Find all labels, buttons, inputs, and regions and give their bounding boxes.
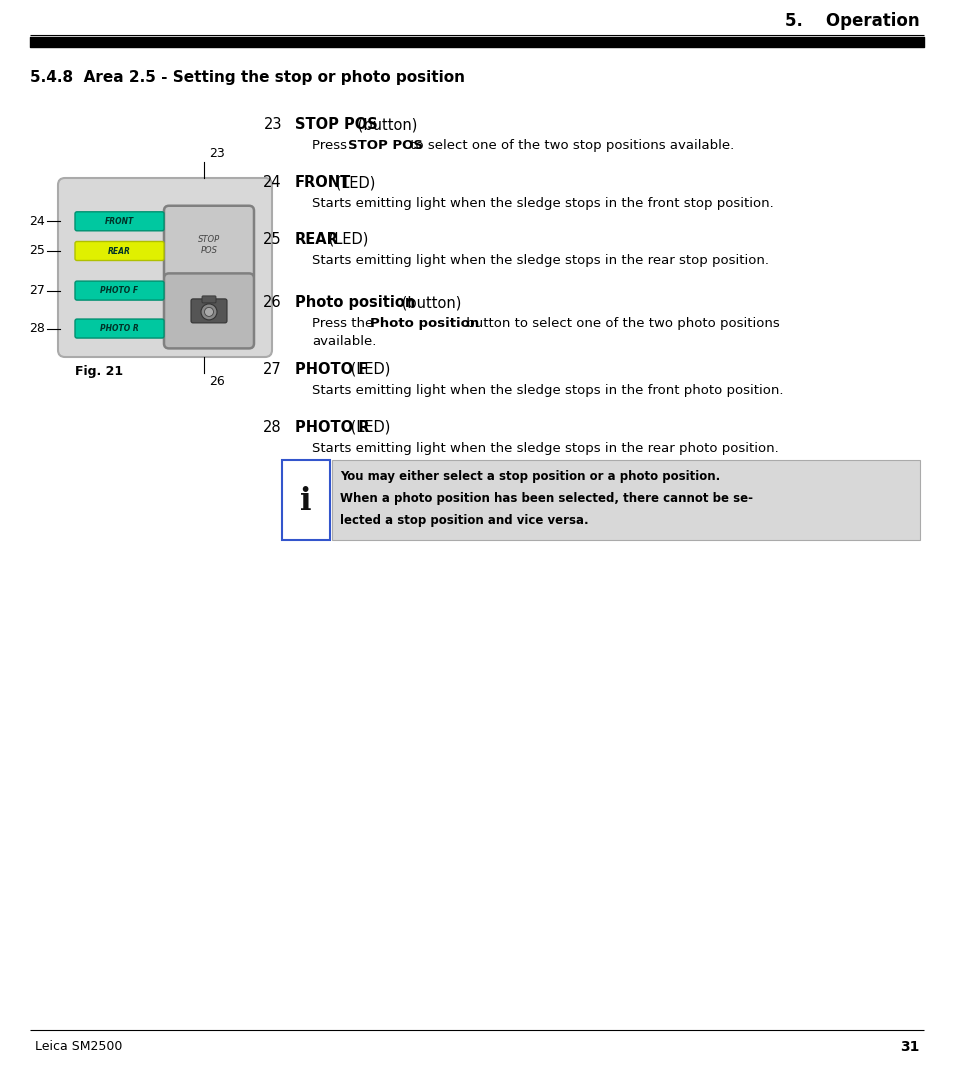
Text: Starts emitting light when the sledge stops in the rear photo position.: Starts emitting light when the sledge st… <box>312 442 778 455</box>
Text: Press the: Press the <box>312 318 377 330</box>
Text: STOP POS: STOP POS <box>294 117 377 132</box>
Text: 27: 27 <box>263 362 282 377</box>
Text: 26: 26 <box>263 295 282 310</box>
Text: i: i <box>300 486 312 517</box>
Text: 28: 28 <box>30 322 45 335</box>
Text: (LED): (LED) <box>346 362 390 377</box>
Text: You may either select a stop position or a photo position.: You may either select a stop position or… <box>339 470 720 483</box>
Text: (button): (button) <box>353 117 417 132</box>
Text: 5.    Operation: 5. Operation <box>784 12 919 30</box>
Text: 31: 31 <box>900 1040 919 1054</box>
Text: PHOTO R: PHOTO R <box>294 420 369 435</box>
FancyBboxPatch shape <box>58 178 272 357</box>
FancyBboxPatch shape <box>75 319 164 338</box>
Text: lected a stop position and vice versa.: lected a stop position and vice versa. <box>339 514 588 527</box>
Text: (LED): (LED) <box>346 420 390 435</box>
Text: Starts emitting light when the sledge stops in the front photo position.: Starts emitting light when the sledge st… <box>312 384 782 397</box>
Text: available.: available. <box>312 335 376 348</box>
Circle shape <box>204 308 213 316</box>
Text: 27: 27 <box>30 284 45 297</box>
Text: button to select one of the two photo positions: button to select one of the two photo po… <box>461 318 779 330</box>
FancyBboxPatch shape <box>164 206 253 281</box>
FancyBboxPatch shape <box>164 273 253 349</box>
Text: 25: 25 <box>263 232 282 247</box>
FancyBboxPatch shape <box>191 299 227 323</box>
Text: PHOTO R: PHOTO R <box>100 324 139 333</box>
Text: 25: 25 <box>30 244 45 257</box>
FancyBboxPatch shape <box>75 242 164 260</box>
FancyBboxPatch shape <box>332 460 919 540</box>
Text: REAR: REAR <box>108 246 131 256</box>
Text: 23: 23 <box>209 147 225 160</box>
Text: to select one of the two stop positions available.: to select one of the two stop positions … <box>406 139 734 152</box>
Text: (LED): (LED) <box>331 175 375 190</box>
Text: When a photo position has been selected, there cannot be se-: When a photo position has been selected,… <box>339 492 752 505</box>
Text: 5.4.8  Area 2.5 - Setting the stop or photo position: 5.4.8 Area 2.5 - Setting the stop or pho… <box>30 70 464 85</box>
Text: Press: Press <box>312 139 351 152</box>
Text: Photo position: Photo position <box>294 295 415 310</box>
Text: Leica SM2500: Leica SM2500 <box>35 1040 122 1053</box>
Text: REAR: REAR <box>294 232 338 247</box>
FancyBboxPatch shape <box>75 212 164 231</box>
Text: Starts emitting light when the sledge stops in the rear stop position.: Starts emitting light when the sledge st… <box>312 254 768 267</box>
FancyBboxPatch shape <box>202 296 215 302</box>
Text: PHOTO F: PHOTO F <box>100 286 138 295</box>
Text: 26: 26 <box>209 375 225 388</box>
FancyBboxPatch shape <box>282 460 330 540</box>
FancyBboxPatch shape <box>75 281 164 300</box>
Text: (LED): (LED) <box>324 232 368 247</box>
Text: 28: 28 <box>263 420 282 435</box>
Text: FRONT: FRONT <box>294 175 351 190</box>
Text: 23: 23 <box>263 117 282 132</box>
Text: PHOTO F: PHOTO F <box>294 362 368 377</box>
Circle shape <box>201 303 216 320</box>
Text: 24: 24 <box>263 175 282 190</box>
Text: 24: 24 <box>30 215 45 228</box>
Text: (button): (button) <box>396 295 461 310</box>
Text: STOP: STOP <box>197 234 220 244</box>
Text: POS: POS <box>200 246 217 255</box>
Text: STOP POS: STOP POS <box>348 139 422 152</box>
Text: Starts emitting light when the sledge stops in the front stop position.: Starts emitting light when the sledge st… <box>312 197 773 210</box>
Text: FRONT: FRONT <box>105 217 134 226</box>
Text: Fig. 21: Fig. 21 <box>75 365 123 378</box>
Text: Photo position: Photo position <box>370 318 478 330</box>
